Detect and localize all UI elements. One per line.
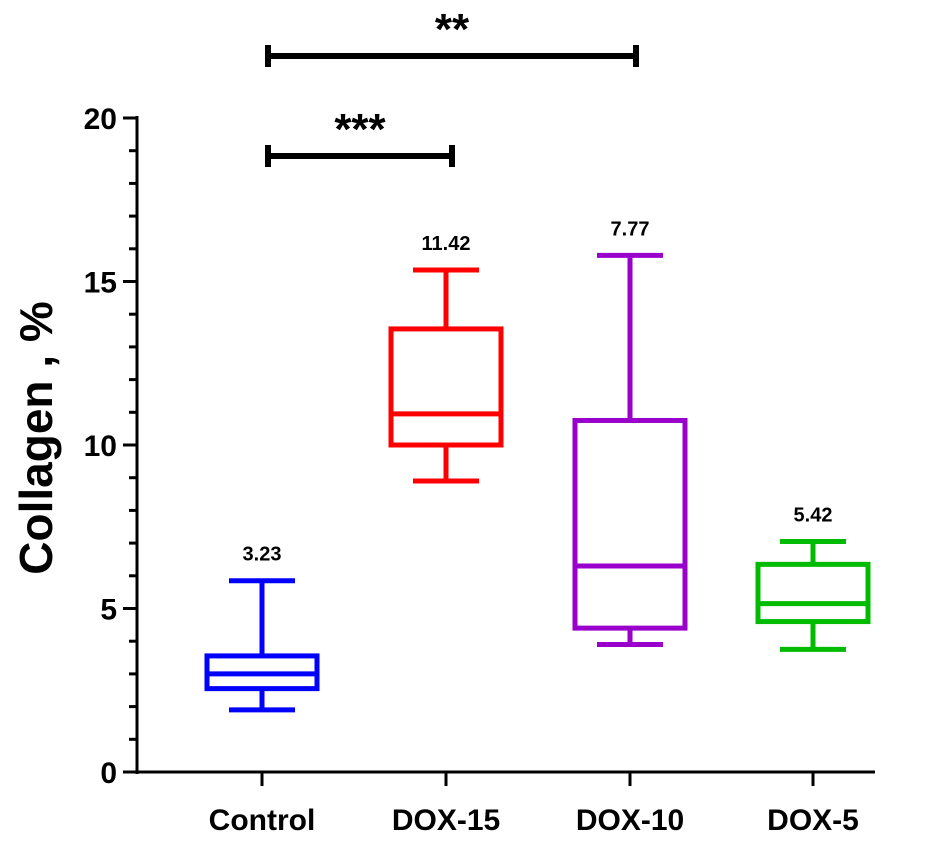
significance-label: *** — [334, 105, 386, 154]
x-tick-label: Control — [209, 804, 316, 837]
iqr-box — [755, 561, 871, 625]
y-axis: 0 5 10 15 20 — [84, 103, 139, 790]
x-tick-label: DOX-10 — [576, 804, 684, 837]
iqr-box — [572, 417, 688, 631]
mean-value-label: 3.23 — [243, 544, 282, 566]
mean-value-label: 11.42 — [422, 233, 471, 255]
x-tick-label: DOX-15 — [392, 804, 500, 837]
y-tick-label: 0 — [100, 757, 117, 790]
y-tick-label: 15 — [84, 267, 117, 300]
box-dox-10: 7.77 — [572, 218, 688, 647]
iqr-box — [388, 326, 504, 448]
box-dox-5: 5.42 — [755, 504, 871, 652]
x-axis: Control DOX-15 DOX-10 DOX-5 — [136, 770, 875, 837]
significance-brackets: ***** — [265, 5, 639, 167]
y-tick-label: 10 — [84, 430, 117, 463]
y-axis-label: Collagen , % — [10, 301, 62, 574]
y-tick-label: 20 — [84, 103, 117, 136]
box-control: 3.23 — [204, 544, 320, 713]
significance-bracket: *** — [265, 105, 455, 167]
significance-label: ** — [435, 5, 470, 54]
x-tick-label: DOX-5 — [767, 804, 859, 837]
significance-bracket: ** — [265, 5, 639, 67]
mean-value-label: 7.77 — [611, 218, 650, 240]
y-tick-label: 5 — [100, 594, 117, 627]
box-series: 3.23 11.42 7.77 5.42 — [204, 218, 871, 713]
mean-value-label: 5.42 — [794, 504, 833, 526]
box-dox-15: 11.42 — [388, 233, 504, 484]
